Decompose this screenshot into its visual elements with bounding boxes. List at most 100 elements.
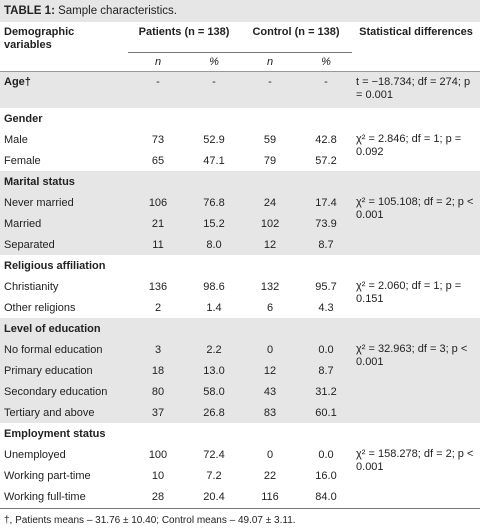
cell: 31.2 bbox=[300, 381, 353, 402]
row-label: Working part-time bbox=[4, 469, 91, 482]
section-row: Marital status bbox=[0, 171, 480, 192]
section-heading: Marital status bbox=[0, 171, 128, 192]
cell: 116 bbox=[261, 490, 279, 503]
cell: 2.2 bbox=[188, 339, 241, 360]
data-row: Other religions 2 1.4 6 4.3 bbox=[0, 297, 480, 318]
cell: 76.8 bbox=[188, 192, 241, 213]
row-label: Tertiary and above bbox=[0, 402, 128, 423]
cell: 52.9 bbox=[203, 133, 225, 146]
cell: 43 bbox=[240, 381, 301, 402]
cell: 18 bbox=[128, 360, 188, 381]
row-label: Other religions bbox=[4, 301, 76, 314]
stat-cell: χ² = 32.963; df = 3; p < 0.001 bbox=[352, 339, 480, 423]
section-row: Level of education bbox=[0, 318, 480, 339]
cell: 12 bbox=[240, 360, 301, 381]
cell: 57.2 bbox=[315, 154, 337, 167]
row-label: Primary education bbox=[0, 360, 128, 381]
cell: - bbox=[240, 71, 301, 108]
cell: 0 bbox=[266, 448, 274, 461]
cell: 7.2 bbox=[206, 469, 222, 482]
section-heading: Gender bbox=[4, 112, 43, 125]
row-label: Separated bbox=[0, 234, 128, 255]
section-row: Gender bbox=[0, 108, 480, 129]
cell: 47.1 bbox=[203, 154, 225, 167]
stat-cell: χ² = 2.846; df = 1; p = 0.092 bbox=[356, 133, 462, 158]
subheader: n bbox=[240, 52, 301, 72]
cell: 73.9 bbox=[300, 213, 353, 234]
cell: 2 bbox=[154, 301, 162, 314]
row-label: Secondary education bbox=[0, 381, 128, 402]
subheader: % bbox=[188, 52, 241, 72]
section-heading: Level of education bbox=[0, 318, 128, 339]
data-row: Never married 106 76.8 24 17.4 χ² = 105.108; … bbox=[0, 192, 480, 255]
cell: 37 bbox=[128, 402, 188, 423]
column-header: Statistical differences bbox=[359, 26, 473, 38]
cell: 95.7 bbox=[315, 280, 337, 293]
cell: 0.0 bbox=[318, 448, 334, 461]
data-row: Tertiary and above 37 26.8 83 60.1 bbox=[0, 402, 480, 423]
row-label: Christianity bbox=[4, 280, 59, 293]
cell: 106 bbox=[128, 192, 188, 213]
cell: - bbox=[128, 71, 188, 108]
cell: 6 bbox=[266, 301, 274, 314]
row-label: No formal education bbox=[0, 339, 128, 360]
cell: 4.3 bbox=[318, 301, 334, 314]
column-header: Control (n = 138) bbox=[240, 22, 353, 53]
data-row: Secondary education 80 58.0 43 31.2 bbox=[0, 381, 480, 402]
column-header: Patients (n = 138) bbox=[128, 22, 241, 53]
section-row: Employment status bbox=[0, 423, 480, 444]
data-row: Working full-time 28 20.4 116 84.0 bbox=[0, 486, 480, 507]
cell bbox=[128, 318, 480, 339]
row-label: Female bbox=[4, 154, 41, 167]
cell: 8.7 bbox=[300, 360, 353, 381]
cell: 80 bbox=[128, 381, 188, 402]
row-label: Married bbox=[0, 213, 128, 234]
cell bbox=[128, 255, 480, 276]
cell: 26.8 bbox=[188, 402, 241, 423]
subheader: n bbox=[128, 52, 188, 72]
table-title: TABLE 1: Sample characteristics. bbox=[0, 0, 480, 22]
cell bbox=[128, 423, 480, 444]
row-label: Never married bbox=[0, 192, 128, 213]
section-row: Age† - - - - t = −18.734; df = 274; p = 0.001 bbox=[0, 71, 480, 108]
section-heading: Religious affiliation bbox=[4, 259, 106, 272]
cell: 136 bbox=[148, 280, 168, 293]
cell: 12 bbox=[240, 234, 301, 255]
data-row: Unemployed 100 72.4 0 0.0 χ² = 158.278; df = … bbox=[0, 444, 480, 473]
subheader: % bbox=[300, 52, 353, 72]
cell bbox=[352, 52, 480, 72]
cell: 28 bbox=[151, 490, 165, 503]
title-label: TABLE 1: bbox=[4, 5, 55, 17]
cell: 79 bbox=[263, 154, 277, 167]
cell: 100 bbox=[148, 448, 168, 461]
cell: 98.6 bbox=[203, 280, 225, 293]
stat-cell: χ² = 158.278; df = 2; p < 0.001 bbox=[356, 448, 474, 473]
cell: 10 bbox=[151, 469, 165, 482]
cell: 73 bbox=[151, 133, 165, 146]
cell: 59 bbox=[263, 133, 277, 146]
cell: 11 bbox=[128, 234, 188, 255]
title-text: Sample characteristics. bbox=[58, 5, 177, 17]
cell: 83 bbox=[240, 402, 301, 423]
data-row: Separated 11 8.0 12 8.7 bbox=[0, 234, 480, 255]
footnote: †, Patients means – 31.76 ± 10.40; Contr… bbox=[0, 508, 480, 526]
cell bbox=[0, 52, 128, 72]
stat-cell: χ² = 2.060; df = 1; p = 0.151 bbox=[356, 280, 462, 305]
cell: 84.0 bbox=[315, 490, 337, 503]
cell: 3 bbox=[128, 339, 188, 360]
cell bbox=[128, 171, 480, 192]
cell: - bbox=[188, 71, 241, 108]
cell: 60.1 bbox=[300, 402, 353, 423]
data-row: No formal education 3 2.2 0 0.0 χ² = 32.963; … bbox=[0, 339, 480, 423]
cell: 13.0 bbox=[188, 360, 241, 381]
cell: 17.4 bbox=[300, 192, 353, 213]
data-row: Primary education 18 13.0 12 8.7 bbox=[0, 360, 480, 381]
cell: 58.0 bbox=[188, 381, 241, 402]
data-row: Christianity 136 98.6 132 95.7 χ² = 2.060; df… bbox=[0, 276, 480, 305]
row-label: Working full-time bbox=[4, 490, 86, 503]
row-label: Male bbox=[4, 133, 28, 146]
cell: 102 bbox=[240, 213, 301, 234]
cell: 16.0 bbox=[315, 469, 337, 482]
table-body: Age† - - - - t = −18.734; df = 274; p = 0.001… bbox=[0, 71, 480, 508]
